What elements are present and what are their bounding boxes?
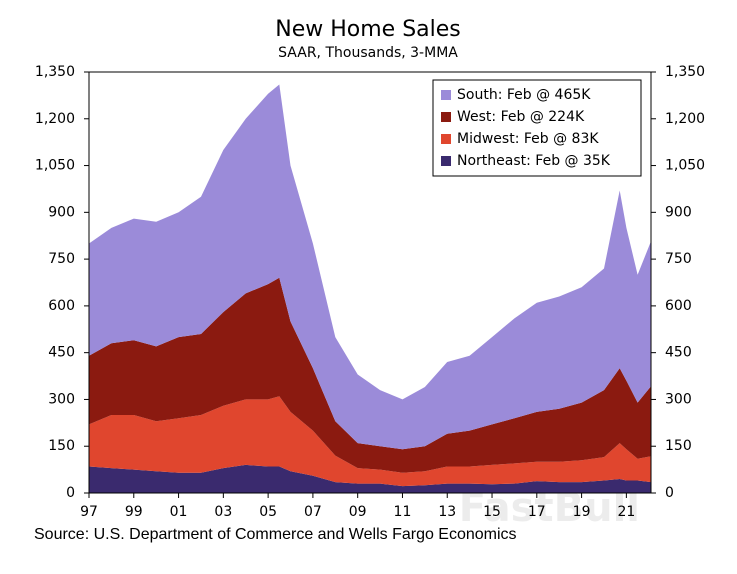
y2-tick-label: 450	[665, 345, 692, 361]
y2-tick-label: 1,350	[665, 64, 705, 80]
legend-swatch	[441, 112, 451, 122]
y-tick-label: 300	[48, 391, 75, 407]
plot-area	[89, 84, 651, 493]
legend-box	[432, 79, 642, 177]
legend-label: South: Feb @ 465K	[457, 87, 591, 103]
y2-tick-label: 900	[665, 204, 692, 220]
y-tick-label: 1,350	[35, 64, 75, 80]
source-note: Source: U.S. Department of Commerce and …	[34, 526, 517, 543]
chart-title: New Home Sales	[275, 17, 461, 42]
area	[89, 84, 651, 450]
y-tick-label: 600	[48, 298, 75, 314]
x-tick-label: 19	[573, 504, 591, 520]
x-tick-label: 03	[214, 504, 232, 520]
legend-label: Midwest: Feb @ 83K	[457, 131, 599, 147]
legend-swatch	[441, 134, 451, 144]
x-tick-label: 21	[617, 504, 635, 520]
y2-tick-label: 1,200	[665, 111, 705, 127]
plot-frame	[88, 71, 652, 494]
y-tick-label: 0	[66, 485, 75, 501]
legend-swatch	[441, 156, 451, 166]
legend: South: Feb @ 465K West: Feb @ 224K Midwest…	[432, 79, 642, 177]
x-tick-label: 17	[528, 504, 546, 520]
area	[89, 396, 651, 487]
y2-tick-label: 300	[665, 391, 692, 407]
x-tick-label: 11	[394, 504, 412, 520]
y2-tick-label: 600	[665, 298, 692, 314]
y-tick-label: 450	[48, 345, 75, 361]
area	[89, 464, 651, 493]
chart-subtitle: SAAR, Thousands, 3-MMA	[278, 45, 458, 61]
y-tick-label: 1,200	[35, 111, 75, 127]
legend-swatch	[441, 90, 451, 100]
y2-tick-label: 150	[665, 438, 692, 454]
x-tick-label: 15	[483, 504, 501, 520]
x-tick-label: 97	[80, 504, 98, 520]
y2-tick-label: 750	[665, 251, 692, 267]
x-tick-label: 09	[349, 504, 367, 520]
x-tick-label: 07	[304, 504, 322, 520]
y-tick-label: 750	[48, 251, 75, 267]
x-tick-label: 99	[125, 504, 143, 520]
y2-tick-label: 0	[665, 485, 674, 501]
legend-label: West: Feb @ 224K	[457, 109, 585, 125]
x-tick-label: 01	[170, 504, 188, 520]
x-tick-label: 05	[259, 504, 277, 520]
y-tick-label: 150	[48, 438, 75, 454]
x-tick-label: 13	[438, 504, 456, 520]
legend-label: Northeast: Feb @ 35K	[457, 153, 611, 169]
area	[89, 277, 651, 473]
y-tick-label: 900	[48, 204, 75, 220]
y2-tick-label: 1,050	[665, 158, 705, 174]
y-tick-label: 1,050	[35, 158, 75, 174]
